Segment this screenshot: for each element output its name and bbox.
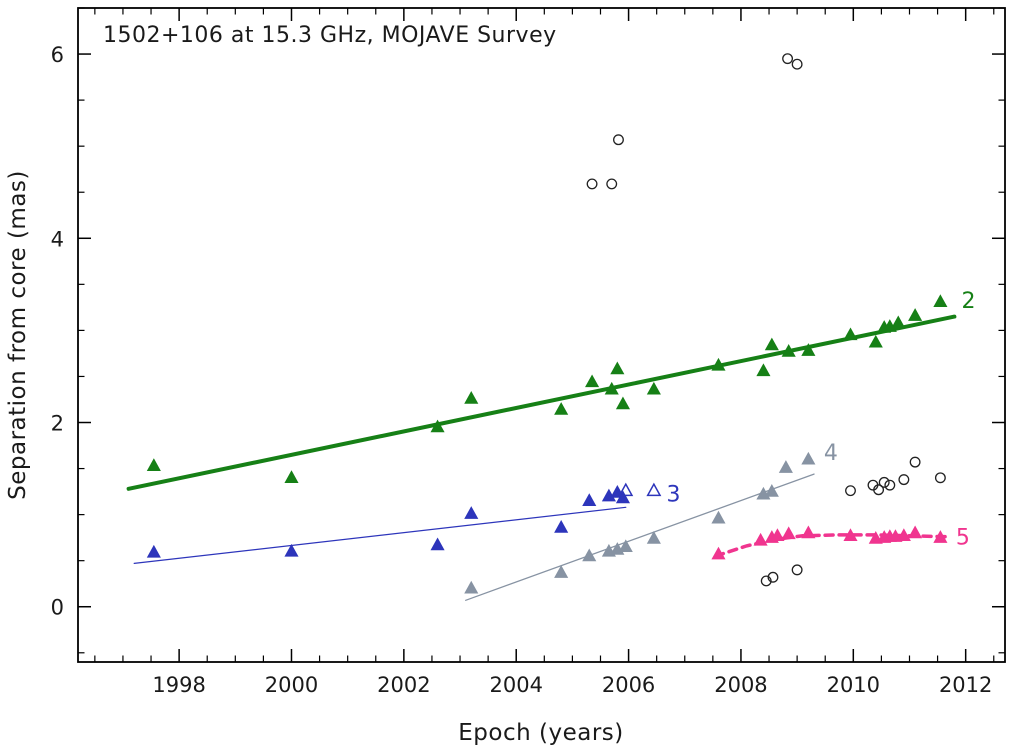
data-point-unassociated-features [791,564,803,576]
data-point-unassociated-features [782,53,794,65]
data-point-unassociated-features [586,178,598,190]
data-point-component-4 [801,451,816,465]
y-tick-label: 2 [51,412,64,436]
data-point-component-2 [781,344,796,357]
axis-ticks [78,7,1005,662]
data-point-component-3 [554,519,569,533]
data-point-unassociated-features [934,472,946,484]
x-tick-label: 2000 [265,673,318,697]
series-component-5: 5 [711,525,970,560]
data-point-component-2 [764,337,779,351]
data-point-component-2 [843,327,858,341]
data-point-unassociated-features [606,178,618,190]
data-point-component-2 [933,294,948,308]
data-point-component-2 [610,361,625,375]
data-point-component-4 [582,548,597,562]
data-point-unassociated-features [767,571,779,583]
data-point-component-2 [554,402,569,415]
data-point-component-5 [711,546,726,560]
x-tick-label: 2004 [489,673,542,697]
data-point-component-2 [464,391,479,404]
data-point-component-2 [585,374,600,388]
fit-line-component-2 [126,314,957,491]
x-tick-label: 2010 [827,673,880,697]
data-point-component-2 [756,363,771,377]
series-label-component-3: 3 [667,482,681,507]
data-point-component-4 [554,565,569,578]
series-component-2: 2 [126,289,975,491]
series-component-3: 3 [133,482,681,564]
data-point-unassociated-features [845,485,856,497]
data-point-component-5 [908,525,923,539]
data-point-component-5 [770,528,785,541]
data-point-unassociated-features [613,134,624,146]
data-point-component-5 [801,525,816,539]
data-point-component-4 [618,539,633,553]
data-point-component-2 [801,343,816,356]
series-label-component-5: 5 [956,526,970,551]
data-point-component-4 [464,580,479,594]
x-tick-label: 1998 [152,673,205,697]
plot-border [77,7,1006,663]
data-point-component-3 [284,543,299,557]
chart-title: 1502+106 at 15.3 GHz, MOJAVE Survey [103,23,557,48]
data-point-unassociated-features [909,456,921,468]
data-point-component-2 [430,419,445,433]
data-point-component-2 [891,315,906,329]
data-point-unassociated-features [873,484,885,496]
fit-line-component-3 [133,506,627,564]
y-tick-label: 6 [51,43,64,67]
data-point-component-2 [646,381,661,395]
data-point-component-2 [284,470,299,483]
data-point-component-5 [933,530,948,543]
open-data-point-component-3 [618,482,634,497]
plot-frame [77,7,1006,663]
data-point-component-2 [604,381,619,395]
y-axis-label: Separation from core (mas) [5,170,31,500]
x-tick-label: 2002 [377,673,430,697]
data-point-component-2 [908,308,923,321]
data-point-component-5 [781,526,796,540]
data-point-component-4 [778,460,793,473]
data-point-unassociated-features [898,474,910,486]
data-point-component-5 [843,528,858,541]
data-point-component-3 [582,493,597,506]
data-point-unassociated-features [878,476,890,488]
series-label-component-4: 4 [824,441,838,466]
x-tick-label: 2008 [714,673,767,697]
data-point-component-3 [464,506,479,519]
data-point-component-3 [430,537,445,551]
series-component-4: 4 [464,441,838,601]
data-point-unassociated-features [884,479,896,491]
series-label-component-2: 2 [961,289,975,314]
series-unassociated-features [586,53,946,587]
data-point-unassociated-features [791,58,803,70]
x-tick-label: 2006 [602,673,655,697]
axis-tick-labels: 1998 2000 2002 2004 2006 2008 2010 2012 0 2 4 6 [51,43,993,697]
x-axis-label: Epoch (years) [458,720,623,746]
data-series-layer: 2 3 4 5 [126,53,975,601]
data-point-component-2 [868,334,883,348]
data-point-component-2 [711,357,726,371]
data-point-component-2 [615,396,631,410]
y-tick-label: 4 [51,227,64,251]
fit-line-component-4 [465,473,815,601]
data-point-component-3 [615,490,631,504]
data-point-component-5 [896,528,911,541]
x-tick-label: 2012 [939,673,992,697]
data-point-component-4 [711,510,726,524]
data-point-component-4 [646,531,661,544]
data-point-component-5 [753,532,768,546]
data-point-component-3 [146,544,161,558]
data-point-component-4 [764,484,779,497]
y-tick-label: 0 [51,596,64,620]
data-point-component-2 [146,458,161,471]
open-data-point-component-3 [646,482,662,497]
